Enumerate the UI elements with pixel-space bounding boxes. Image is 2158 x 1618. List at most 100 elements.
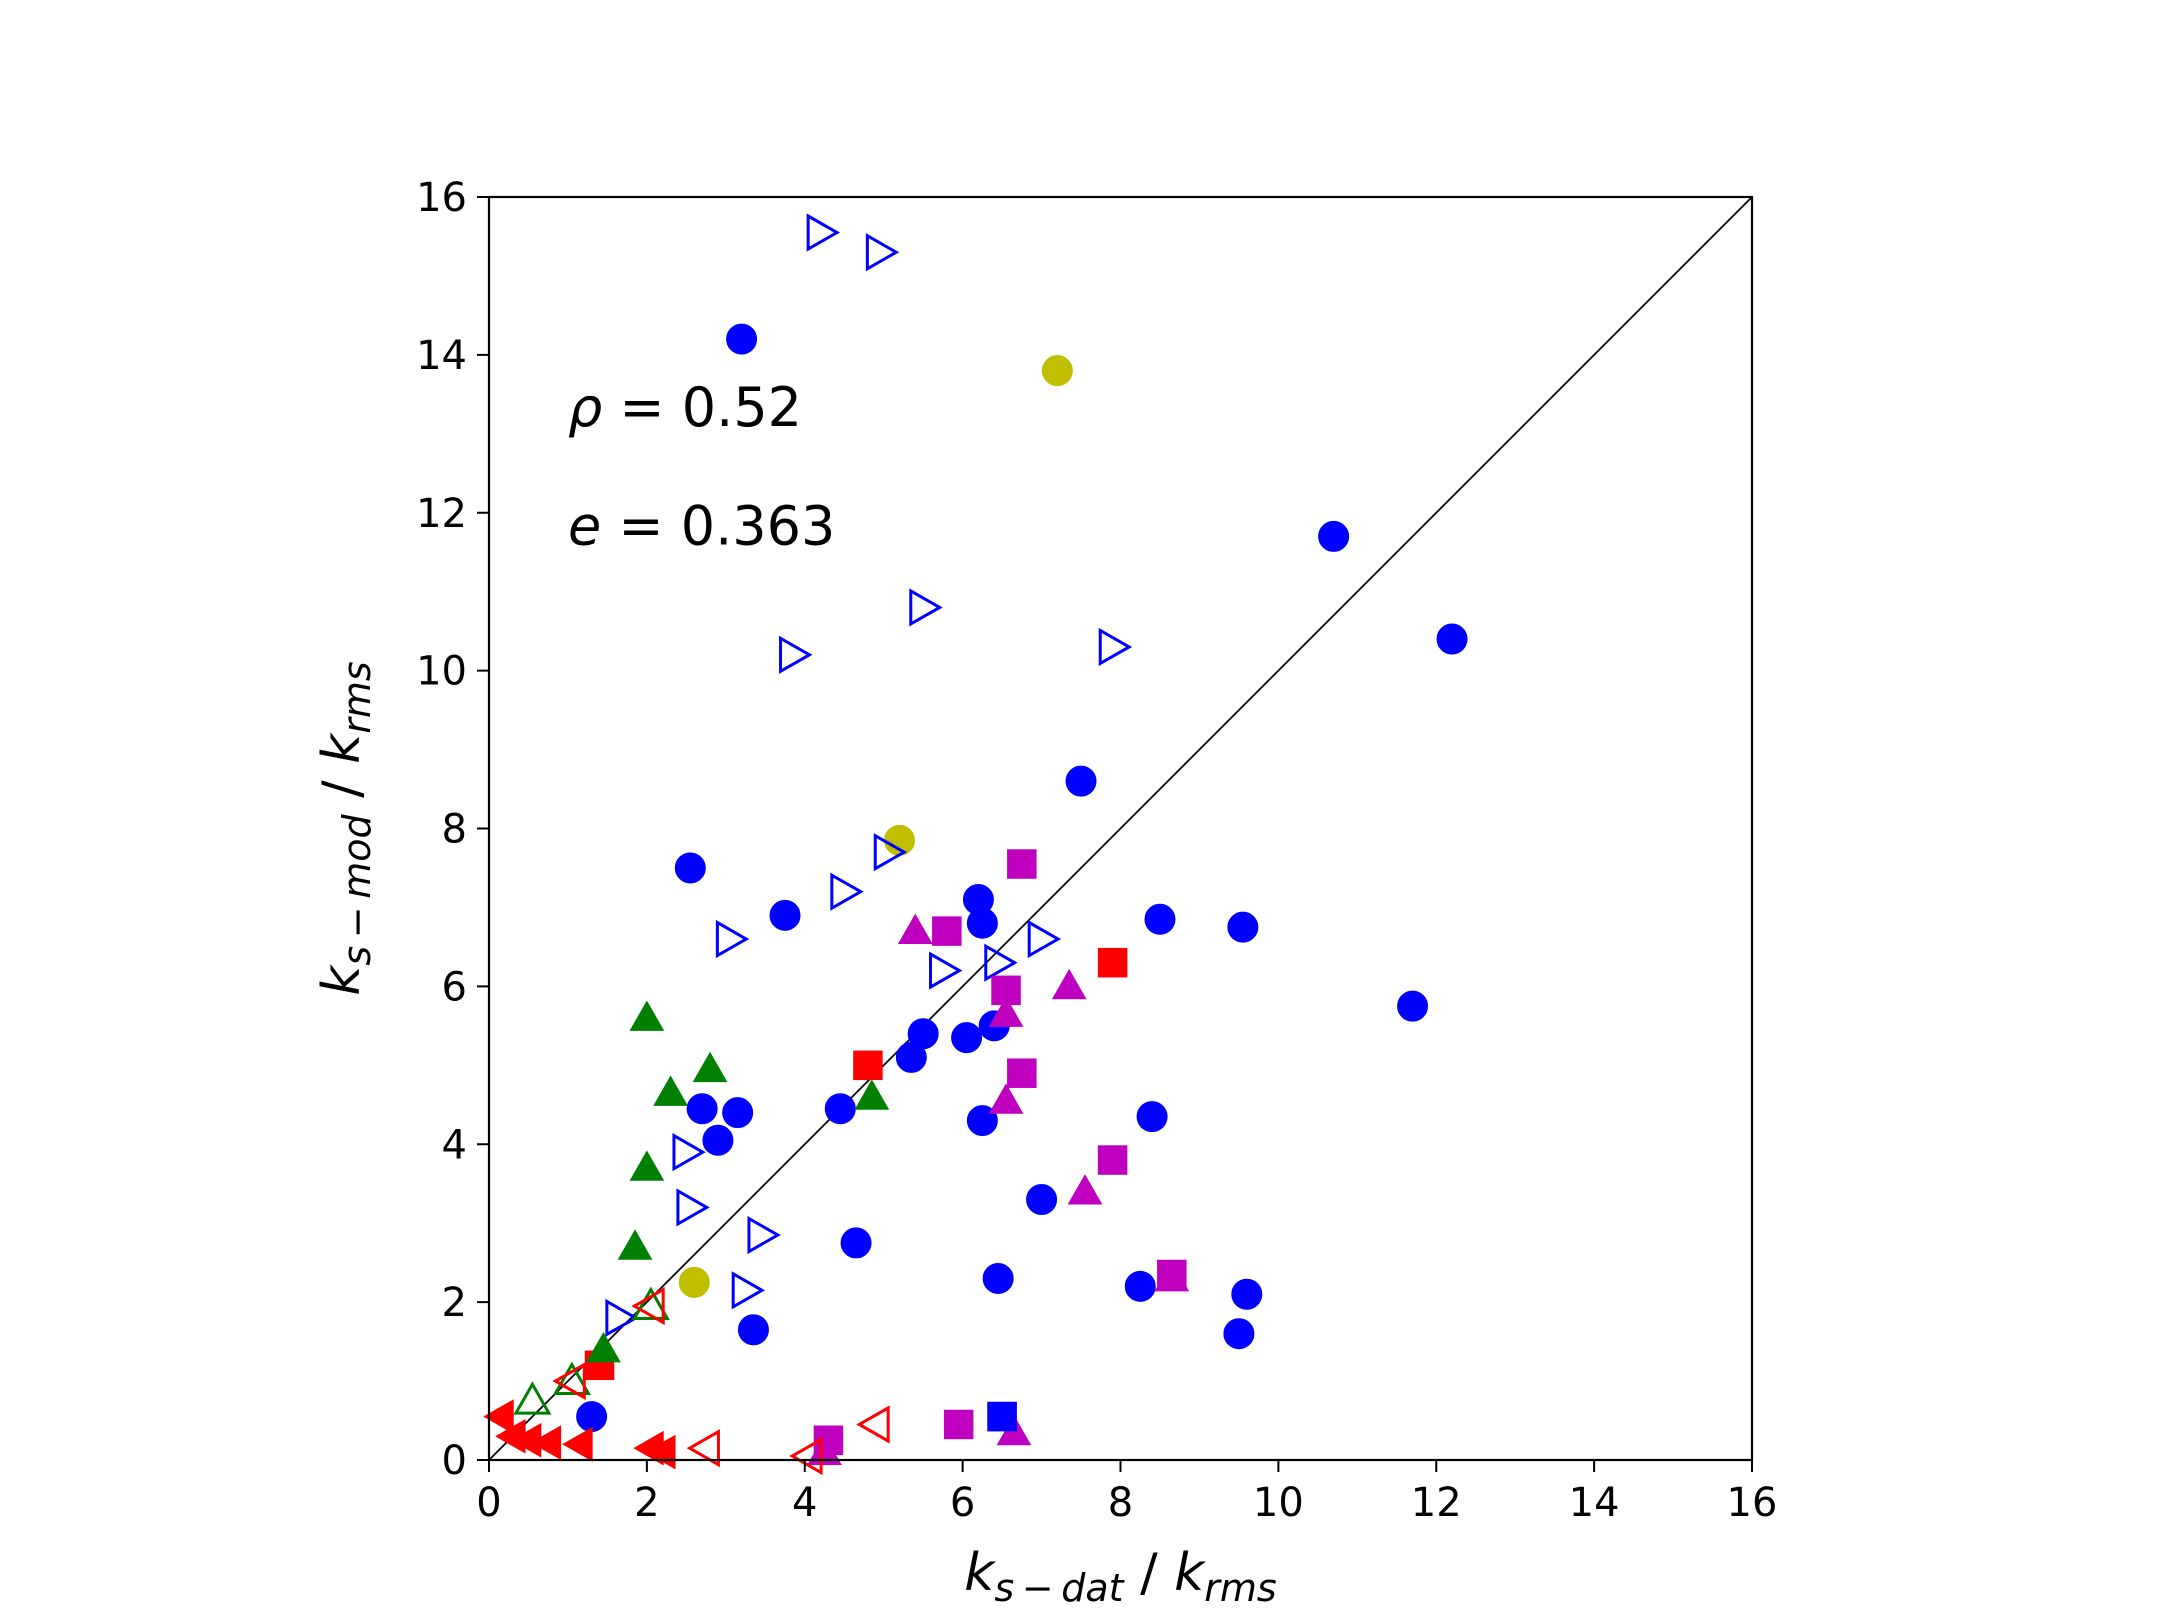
annotation-symbol: e xyxy=(568,494,601,557)
data-point xyxy=(807,1434,842,1465)
data-point xyxy=(966,907,998,939)
data-point xyxy=(932,916,962,946)
data-point xyxy=(686,1093,718,1125)
y-tick-label: 12 xyxy=(416,491,467,537)
data-point xyxy=(513,1381,552,1415)
data-point xyxy=(988,996,1024,1027)
data-markers xyxy=(483,213,1468,1476)
data-point xyxy=(789,1436,823,1476)
data-point xyxy=(1007,849,1037,879)
data-point xyxy=(1027,919,1062,959)
data-point xyxy=(830,872,864,911)
x-tick-label: 16 xyxy=(1727,1480,1778,1526)
data-point xyxy=(897,913,933,944)
data-point xyxy=(562,1426,593,1462)
x-axis-ticks: 0 2 4 6 8 10 12 14 16 xyxy=(476,1460,1777,1526)
y-label-sep: / xyxy=(312,764,372,815)
data-point xyxy=(1067,1174,1103,1205)
series-blue-open-triangle-right xyxy=(605,213,1133,1337)
data-point xyxy=(676,1188,710,1227)
x-label-sep: / xyxy=(1124,1543,1175,1603)
data-point xyxy=(1231,1278,1263,1310)
x-axis-label: ks − dat / krms xyxy=(964,1543,1276,1610)
data-point xyxy=(1007,1058,1037,1088)
data-point xyxy=(987,1401,1017,1432)
data-point xyxy=(779,635,813,674)
x-label-sub: s − dat xyxy=(994,1566,1125,1610)
data-point xyxy=(483,1399,514,1434)
data-point xyxy=(1436,623,1468,655)
y-label-base2: k xyxy=(312,732,372,764)
data-point xyxy=(1144,903,1176,935)
series-green-filled-triangle-up xyxy=(586,1000,890,1363)
data-point xyxy=(715,919,750,959)
x-tick-label: 8 xyxy=(1108,1480,1133,1526)
x-tick-label: 2 xyxy=(634,1480,659,1526)
data-point xyxy=(873,833,908,872)
data-point xyxy=(1136,1101,1168,1133)
data-point xyxy=(722,1097,754,1129)
data-point xyxy=(856,1405,890,1444)
data-point xyxy=(929,951,963,990)
data-point xyxy=(605,1298,639,1337)
data-point xyxy=(1397,990,1429,1022)
data-point xyxy=(988,1083,1024,1114)
series-red-open-triangle-left xyxy=(552,1286,890,1476)
annotations: ρ = 0.52e = 0.363 xyxy=(568,376,835,557)
data-point xyxy=(951,1022,983,1054)
y-label-base: k xyxy=(312,964,372,996)
data-point xyxy=(1124,1270,1156,1302)
data-point xyxy=(909,588,943,627)
data-point xyxy=(854,1079,890,1110)
y-tick-label: 0 xyxy=(442,1438,467,1484)
series-green-open-triangle-up xyxy=(513,1286,670,1415)
x-label-base: k xyxy=(964,1543,996,1603)
annotation-value: = 0.52 xyxy=(602,376,802,439)
data-point xyxy=(853,1050,883,1081)
data-point xyxy=(1223,1318,1255,1350)
data-point xyxy=(692,1051,728,1083)
annotation-symbol: ρ xyxy=(568,376,602,439)
data-point xyxy=(552,1361,591,1395)
data-point xyxy=(984,943,1018,982)
y-label-sub: s − mod xyxy=(335,814,379,966)
y-tick-label: 4 xyxy=(442,1122,467,1168)
data-point xyxy=(629,1150,665,1181)
data-point xyxy=(840,1227,872,1259)
data-point xyxy=(1065,765,1097,797)
data-point xyxy=(1041,355,1073,387)
x-label-sub2: rms xyxy=(1204,1566,1276,1610)
annotation-value: = 0.363 xyxy=(601,494,835,557)
identity-line-group xyxy=(488,196,1753,1461)
data-point xyxy=(1051,968,1087,1000)
data-point xyxy=(943,1409,974,1440)
identity-line xyxy=(488,196,1753,1461)
x-tick-label: 0 xyxy=(476,1480,501,1526)
data-point xyxy=(1097,947,1128,978)
data-point xyxy=(747,1215,781,1255)
data-point xyxy=(702,1124,734,1156)
data-point xyxy=(629,1000,665,1031)
y-tick-label: 16 xyxy=(416,175,467,221)
data-point xyxy=(806,213,841,252)
data-point xyxy=(865,233,900,272)
x-tick-label: 6 xyxy=(950,1480,975,1526)
x-tick-label: 4 xyxy=(792,1480,817,1526)
data-point xyxy=(586,1331,621,1363)
y-tick-label: 14 xyxy=(416,333,467,379)
annotation-text: ρ = 0.52 xyxy=(568,376,802,439)
x-tick-label: 14 xyxy=(1569,1480,1620,1526)
series-yellow-filled-circle xyxy=(678,355,1073,1298)
data-point xyxy=(1154,1260,1190,1292)
y-tick-label: 6 xyxy=(442,964,467,1010)
data-point xyxy=(530,1425,562,1460)
data-point xyxy=(737,1314,769,1346)
data-point xyxy=(672,1133,706,1172)
data-point xyxy=(769,899,801,931)
x-tick-label: 10 xyxy=(1253,1480,1304,1526)
y-tick-label: 8 xyxy=(442,807,467,853)
y-axis-ticks: 0 2 4 6 8 10 12 14 16 xyxy=(416,175,489,1484)
data-point xyxy=(1318,520,1350,552)
